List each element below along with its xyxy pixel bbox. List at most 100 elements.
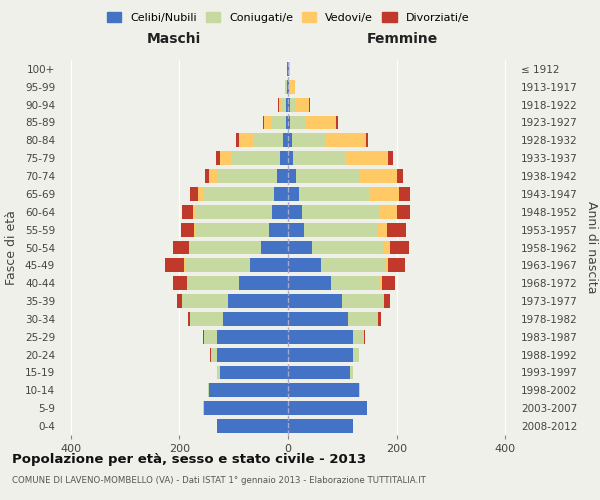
Bar	[220, 151, 231, 165]
Bar	[181, 222, 194, 236]
Bar	[250, 258, 288, 272]
Bar	[388, 222, 406, 236]
Bar	[269, 222, 288, 236]
Bar	[286, 80, 287, 94]
Bar	[272, 116, 286, 130]
Bar	[204, 330, 217, 344]
Bar	[217, 330, 288, 344]
Bar	[313, 240, 383, 254]
Text: Maschi: Maschi	[147, 32, 201, 46]
Bar	[288, 240, 313, 254]
Bar	[296, 169, 359, 183]
Y-axis label: Fasce di età: Fasce di età	[5, 210, 18, 285]
Bar	[353, 348, 359, 362]
Bar	[288, 151, 293, 165]
Bar	[383, 240, 389, 254]
Bar	[304, 222, 377, 236]
Bar	[288, 169, 296, 183]
Bar	[261, 240, 288, 254]
Bar	[217, 169, 277, 183]
Bar	[370, 187, 399, 201]
Bar	[288, 134, 292, 147]
Bar	[288, 330, 353, 344]
Bar	[288, 401, 367, 415]
Bar	[377, 222, 388, 236]
Y-axis label: Anni di nascita: Anni di nascita	[586, 201, 598, 294]
Bar	[299, 187, 370, 201]
Bar	[182, 205, 193, 219]
Bar	[211, 348, 217, 362]
Bar	[288, 294, 342, 308]
Bar	[188, 276, 239, 290]
Bar	[173, 240, 189, 254]
Bar	[196, 205, 272, 219]
Bar	[380, 276, 382, 290]
Bar	[380, 205, 397, 219]
Bar	[203, 330, 204, 344]
Bar	[292, 134, 325, 147]
Bar	[307, 116, 337, 130]
Bar	[196, 222, 269, 236]
Bar	[288, 348, 353, 362]
Bar	[220, 366, 288, 380]
Bar	[288, 419, 353, 433]
Bar	[293, 151, 345, 165]
Bar	[190, 187, 199, 201]
Bar	[188, 312, 190, 326]
Bar	[289, 62, 290, 76]
Bar	[383, 294, 384, 308]
Bar	[239, 134, 253, 147]
Bar	[280, 98, 282, 112]
Bar	[290, 98, 295, 112]
Bar	[288, 116, 290, 130]
Bar	[223, 312, 288, 326]
Bar	[189, 240, 190, 254]
Text: COMUNE DI LAVENO-MOMBELLO (VA) - Dati ISTAT 1° gennaio 2013 - Elaborazione TUTTI: COMUNE DI LAVENO-MOMBELLO (VA) - Dati IS…	[12, 476, 426, 485]
Bar	[288, 258, 320, 272]
Bar	[194, 222, 196, 236]
Bar	[290, 80, 295, 94]
Bar	[399, 187, 410, 201]
Bar	[397, 169, 403, 183]
Bar	[288, 205, 302, 219]
Bar	[345, 151, 388, 165]
Text: Popolazione per età, sesso e stato civile - 2013: Popolazione per età, sesso e stato civil…	[12, 452, 366, 466]
Legend: Celibi/Nubili, Coniugati/e, Vedovi/e, Divorziati/e: Celibi/Nubili, Coniugati/e, Vedovi/e, Di…	[103, 8, 473, 27]
Bar	[209, 169, 217, 183]
Bar	[288, 187, 299, 201]
Bar	[166, 258, 184, 272]
Bar	[182, 294, 228, 308]
Bar	[384, 294, 389, 308]
Bar	[290, 116, 307, 130]
Bar	[342, 294, 383, 308]
Bar	[288, 98, 290, 112]
Bar	[389, 240, 409, 254]
Bar	[295, 98, 308, 112]
Bar	[348, 312, 377, 326]
Bar	[320, 258, 386, 272]
Bar	[283, 134, 288, 147]
Bar	[177, 294, 182, 308]
Bar	[217, 366, 220, 380]
Bar	[388, 258, 405, 272]
Bar	[173, 276, 187, 290]
Bar	[278, 98, 280, 112]
Bar	[308, 98, 310, 112]
Bar	[282, 98, 286, 112]
Bar	[190, 312, 223, 326]
Bar	[350, 366, 353, 380]
Bar	[274, 187, 288, 201]
Bar	[359, 169, 397, 183]
Bar	[289, 80, 290, 94]
Bar	[364, 330, 365, 344]
Bar	[217, 419, 288, 433]
Bar	[382, 276, 395, 290]
Bar	[216, 151, 220, 165]
Bar	[231, 151, 280, 165]
Bar	[397, 205, 410, 219]
Bar	[286, 116, 288, 130]
Bar	[288, 366, 350, 380]
Bar	[386, 258, 388, 272]
Bar	[205, 169, 209, 183]
Bar	[365, 134, 368, 147]
